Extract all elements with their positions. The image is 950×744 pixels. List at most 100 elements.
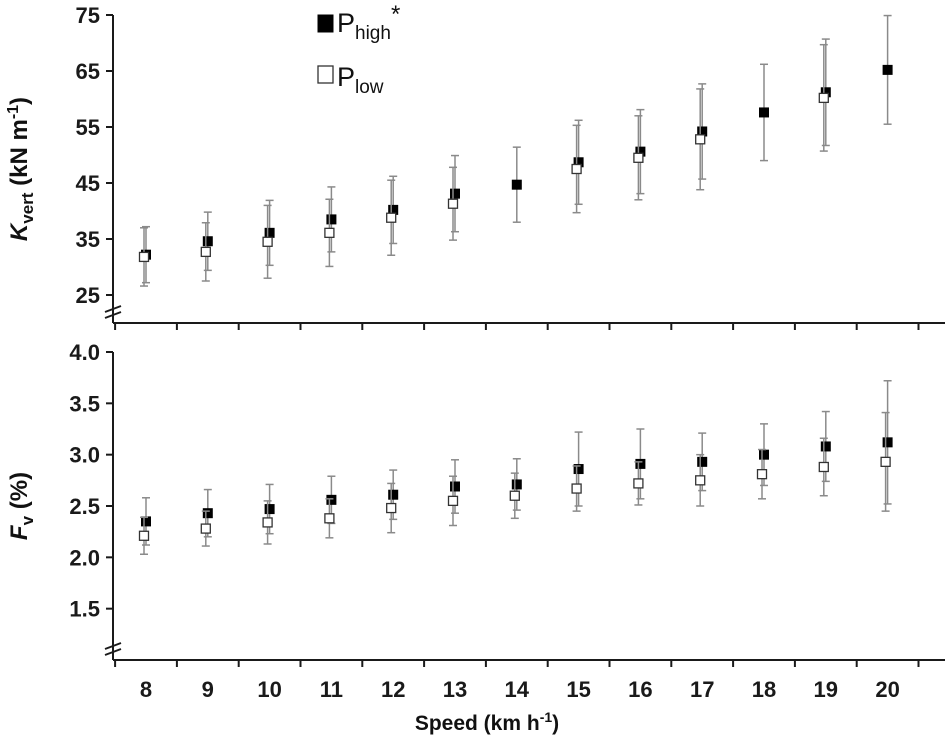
legend-label-main: P [337, 8, 355, 38]
data-point-low [447, 495, 459, 507]
series-low [138, 411, 891, 556]
x-tick-label: 14 [505, 677, 530, 702]
y-tick-label: 45 [76, 171, 100, 196]
x-tick-label: 17 [690, 677, 714, 702]
data-point-low [509, 490, 520, 501]
y-tick-label: 3.0 [69, 443, 100, 468]
data-point-low [386, 502, 397, 514]
data-point-low [571, 483, 582, 494]
y-axis-title-symbol: K [6, 222, 33, 241]
y-axis-title-superscript: -1 [5, 105, 22, 119]
data-point-low [880, 456, 891, 468]
x-tick-label: 15 [566, 677, 590, 702]
data-point-low [138, 530, 150, 541]
x-axis-title: Speed (km h-1) [415, 709, 559, 735]
x-tick-label: 11 [320, 677, 343, 702]
y-axis-title-unit: (kN m [6, 119, 33, 186]
x-tick-label: 10 [257, 677, 281, 702]
series-high [141, 14, 893, 284]
data-point-high [511, 479, 522, 490]
data-point-high [326, 214, 337, 225]
data-point-high [326, 494, 337, 505]
legend-marker-high [317, 14, 334, 33]
y-tick-label: 2.5 [69, 494, 100, 519]
y-tick-label: 1.5 [69, 597, 100, 622]
y-tick-label: 35 [76, 227, 100, 252]
y-axis-title-symbol: F [6, 524, 33, 540]
data-point-high [141, 516, 151, 527]
legend-label-suffix: * [391, 1, 400, 28]
data-point-high [573, 464, 584, 475]
data-point-low [386, 212, 397, 223]
data-point-high [759, 449, 769, 460]
data-point-high [264, 504, 275, 515]
axis-break-mark [104, 648, 122, 656]
data-point-high [882, 437, 893, 448]
x-tick-label: 9 [202, 677, 214, 702]
data-point-high [202, 236, 213, 247]
data-point-low [756, 469, 768, 480]
y-axis-title-subscript: vert [18, 192, 37, 224]
x-tick-label: 13 [443, 677, 467, 702]
data-point-high [511, 179, 522, 190]
axis-break-mark [104, 642, 122, 650]
data-point-low [324, 513, 335, 524]
data-point-low [324, 227, 335, 238]
y-tick-label: 75 [76, 3, 100, 28]
y-tick-label: 4.0 [69, 340, 100, 365]
y-tick-label: 25 [76, 283, 100, 308]
y-axis-title: Kvert (kN m-1) [5, 97, 37, 241]
data-point-high [759, 107, 769, 118]
data-point-low [200, 523, 211, 534]
data-point-high [388, 489, 399, 500]
data-point-high [264, 227, 275, 238]
data-point-low [138, 251, 150, 263]
x-tick-label: 12 [381, 677, 405, 702]
data-point-high [635, 458, 646, 469]
data-point-low [695, 475, 706, 486]
x-tick-label: 19 [814, 677, 838, 702]
x-tick-label: 18 [752, 677, 776, 702]
data-point-high [820, 441, 831, 452]
y-axis-title-close: ) [6, 97, 33, 105]
y-axis-title-unit: (%) [6, 472, 33, 509]
data-point-low [633, 152, 644, 163]
legend-marker-low [317, 65, 334, 84]
data-point-high [882, 64, 893, 75]
y-tick-label: 3.5 [69, 391, 100, 416]
x-axis-title-close: ) [552, 712, 559, 735]
axis-break-mark [104, 311, 122, 319]
legend-item-low: Plow [317, 62, 384, 98]
series-high [141, 379, 893, 546]
data-point-low [262, 236, 273, 247]
x-tick-label: 16 [628, 677, 652, 702]
data-point-low [447, 198, 459, 209]
data-point-high [202, 508, 213, 519]
data-point-low [818, 92, 829, 104]
data-point-low [571, 163, 582, 175]
legend-label-subscript: high [355, 23, 391, 44]
data-point-low [200, 246, 211, 258]
y-axis-title-subscript: v [18, 515, 37, 525]
legend: Phigh*Plow [317, 1, 400, 98]
data-point-low [818, 461, 829, 473]
panel-bottom: 1.5 2.0 2.5 3.0 3.5 4.0 Fv (%) 8 9 10 11 12 13 14 15 16… [6, 340, 945, 735]
series-low [138, 43, 829, 287]
legend-item-high: Phigh* [317, 1, 400, 44]
x-tick-label: 8 [140, 677, 152, 702]
data-point-low [262, 517, 273, 528]
data-point-low [695, 134, 706, 145]
legend-label-subscript: low [355, 77, 384, 98]
y-tick-label: 65 [76, 59, 100, 84]
x-axis-title-text: Speed (km h [415, 712, 540, 735]
y-tick-label: 2.0 [69, 545, 100, 570]
x-axis-title-superscript: -1 [540, 709, 553, 725]
legend-label-low: Plow [337, 62, 384, 98]
data-point-low [633, 478, 644, 489]
data-point-high [697, 456, 708, 467]
legend-label-high: Phigh* [337, 1, 400, 44]
data-point-high [450, 188, 460, 199]
x-tick-label: 20 [875, 677, 899, 702]
